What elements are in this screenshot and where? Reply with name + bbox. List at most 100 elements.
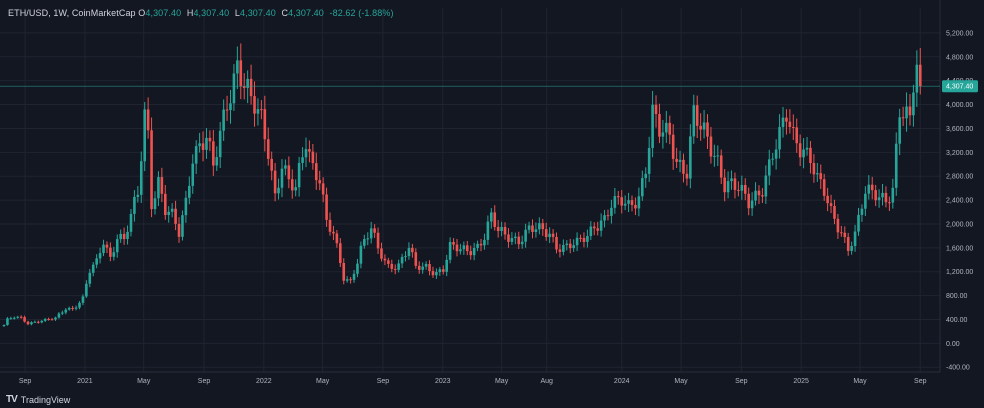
candle-down bbox=[387, 260, 390, 264]
candle-down bbox=[314, 163, 318, 181]
candle-up bbox=[613, 196, 617, 208]
candle-up bbox=[661, 132, 665, 137]
x-tick-label: Sep bbox=[198, 378, 211, 385]
candle-up bbox=[627, 200, 630, 204]
candle-up bbox=[88, 272, 92, 284]
candle-down bbox=[496, 226, 500, 231]
candle-up bbox=[548, 233, 551, 238]
candle-down bbox=[668, 122, 672, 135]
candle-up bbox=[623, 203, 627, 206]
candle-down bbox=[146, 109, 150, 131]
candle-down bbox=[465, 245, 469, 252]
candle-down bbox=[579, 237, 582, 239]
candle-up bbox=[112, 252, 116, 257]
candle-up bbox=[181, 215, 184, 237]
candle-down bbox=[747, 193, 750, 209]
x-tick-label: Sep bbox=[735, 378, 748, 385]
candle-up bbox=[637, 196, 641, 209]
candle-up bbox=[12, 317, 16, 319]
candle-down bbox=[393, 268, 397, 270]
candle-up bbox=[599, 220, 603, 231]
candle-up bbox=[366, 238, 370, 240]
candle-up bbox=[510, 238, 514, 242]
current-price-tag bbox=[942, 80, 978, 93]
candle-down bbox=[541, 223, 545, 230]
candle-down bbox=[592, 226, 596, 229]
candle-down bbox=[266, 139, 270, 159]
candle-up bbox=[424, 264, 428, 267]
symbol-label[interactable]: ETH/USD bbox=[8, 8, 49, 18]
tradingview-footer[interactable]: TV TradingView bbox=[6, 394, 70, 405]
candle-down bbox=[870, 184, 874, 191]
candle-up bbox=[167, 211, 171, 216]
x-tick-label: Sep bbox=[19, 378, 32, 385]
candle-down bbox=[253, 96, 256, 114]
candle-up bbox=[500, 226, 503, 231]
candle-down bbox=[428, 264, 431, 272]
candle-up bbox=[61, 312, 64, 314]
candle-up bbox=[435, 272, 438, 276]
candle-up bbox=[562, 245, 565, 252]
candle-down bbox=[709, 136, 713, 157]
candle-up bbox=[297, 162, 301, 188]
candle-up bbox=[95, 258, 98, 265]
candle-down bbox=[757, 190, 761, 196]
candle-up bbox=[54, 317, 57, 320]
candle-up bbox=[277, 187, 280, 194]
candle-down bbox=[733, 178, 737, 190]
x-tick-label: 2024 bbox=[614, 378, 630, 385]
candle-up bbox=[81, 296, 85, 303]
candle-up bbox=[860, 208, 864, 215]
candle-up bbox=[153, 198, 157, 210]
y-tick-label: 2,400.00 bbox=[946, 198, 973, 205]
x-tick-label: Sep bbox=[377, 378, 390, 385]
candle-down bbox=[558, 249, 562, 252]
candle-up bbox=[85, 283, 88, 297]
candle-up bbox=[64, 309, 68, 313]
candle-down bbox=[685, 173, 689, 179]
candle-down bbox=[493, 212, 497, 227]
candle-down bbox=[201, 143, 205, 150]
candle-up bbox=[139, 161, 143, 195]
candle-down bbox=[441, 269, 445, 272]
candle-up bbox=[215, 157, 219, 166]
candle-down bbox=[682, 159, 685, 174]
candle-down bbox=[888, 202, 891, 204]
candle-up bbox=[575, 237, 579, 246]
candle-down bbox=[414, 252, 418, 266]
candle-up bbox=[857, 214, 860, 232]
candle-down bbox=[874, 190, 877, 201]
candle-up bbox=[891, 187, 895, 203]
y-tick-label: 5,200.00 bbox=[946, 30, 973, 37]
candle-down bbox=[349, 279, 352, 281]
candle-down bbox=[908, 106, 912, 116]
candle-up bbox=[853, 231, 857, 246]
x-tick-label: May bbox=[495, 378, 509, 385]
candle-up bbox=[57, 313, 61, 318]
candle-up bbox=[369, 228, 373, 239]
candle-down bbox=[840, 232, 843, 234]
y-tick-label: 4,800.00 bbox=[946, 54, 973, 61]
candle-up bbox=[126, 231, 129, 240]
candle-up bbox=[78, 302, 81, 308]
x-tick-label: Sep bbox=[914, 378, 927, 385]
candle-down bbox=[455, 244, 459, 252]
candle-down bbox=[723, 177, 726, 193]
candle-down bbox=[555, 236, 558, 250]
y-tick-label: 2,000.00 bbox=[946, 221, 973, 228]
candle-down bbox=[737, 189, 740, 191]
candle-up bbox=[740, 184, 744, 191]
candle-down bbox=[743, 184, 747, 194]
candle-down bbox=[325, 194, 328, 220]
candle-up bbox=[572, 245, 575, 249]
interval-label[interactable]: 1W bbox=[53, 8, 67, 18]
candle-up bbox=[43, 319, 47, 321]
open-key: O bbox=[138, 8, 146, 18]
y-tick-label: 4,000.00 bbox=[946, 102, 973, 109]
candle-up bbox=[133, 196, 136, 214]
candle-up bbox=[610, 207, 613, 216]
candle-down bbox=[761, 195, 764, 197]
candle-up bbox=[726, 181, 730, 193]
